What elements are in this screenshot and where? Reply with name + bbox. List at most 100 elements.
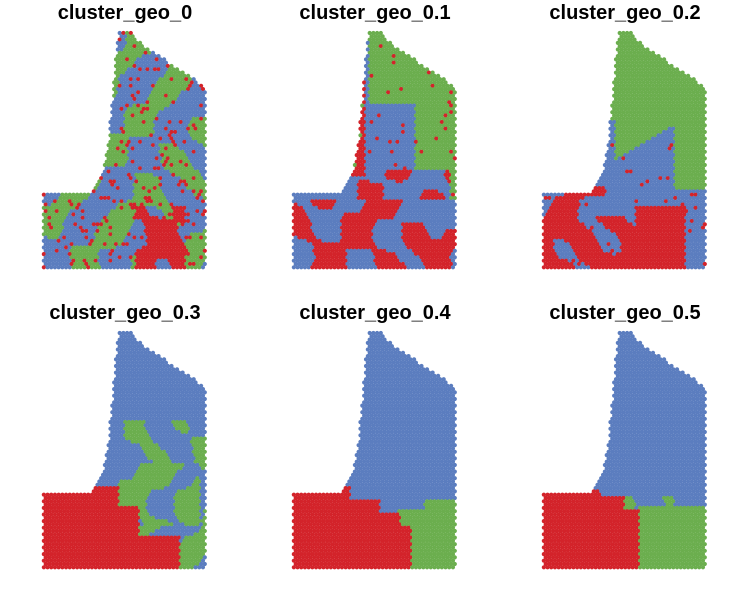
spot-blue (373, 120, 378, 125)
spot-blue (141, 153, 146, 158)
spot-blue (354, 205, 359, 210)
spot-blue (163, 186, 169, 191)
spot-red (378, 195, 383, 201)
spot-blue (345, 195, 350, 201)
spot-blue (400, 143, 406, 148)
spot-green (195, 248, 200, 253)
spot-blue (60, 238, 65, 243)
spot-blue (413, 199, 419, 204)
spot-red (130, 159, 135, 164)
spot-green (399, 93, 404, 98)
spot-blue (187, 90, 193, 95)
spot-green (441, 116, 446, 121)
spot-red (352, 228, 357, 234)
spot-blue (191, 195, 196, 201)
spot-red (360, 235, 365, 240)
spot-red (199, 235, 204, 240)
spot-blue (399, 212, 404, 217)
spot-red (49, 225, 54, 230)
spot-green (628, 57, 633, 62)
spot-red (402, 238, 407, 243)
spot-blue (150, 169, 156, 174)
spot-blue (386, 156, 391, 161)
spot-blue (308, 209, 313, 214)
spot-blue (397, 162, 402, 168)
spot-green (687, 103, 693, 108)
spot-green (695, 143, 700, 148)
spot-green (613, 123, 619, 128)
spot-green (410, 93, 415, 98)
spot-blue (149, 159, 154, 164)
spot-blue (136, 242, 141, 247)
spot-green (121, 136, 126, 141)
spot-green (626, 87, 632, 92)
spot-blue (667, 139, 672, 144)
spot-green (163, 100, 169, 105)
spot-green (197, 258, 202, 263)
spot-blue (125, 96, 130, 102)
spot-blue (437, 202, 443, 207)
spot-green (430, 77, 435, 82)
spot-blue (654, 156, 659, 161)
spot-green (426, 123, 431, 128)
spot-blue (654, 149, 659, 154)
spot-green (93, 265, 98, 270)
spot-green (56, 232, 61, 237)
spot-red (293, 209, 298, 214)
spot-blue (156, 60, 161, 65)
spot-blue (365, 133, 370, 138)
spot-green (673, 96, 678, 102)
spot-red (412, 228, 417, 234)
spot-red (449, 248, 454, 253)
spot-blue (293, 255, 298, 260)
spot-green (639, 90, 644, 95)
spot-green (434, 129, 439, 135)
spot-blue (128, 90, 133, 95)
spot-green (174, 93, 180, 98)
spot-green (93, 186, 98, 191)
spot-green (658, 90, 663, 95)
spot-red (158, 136, 163, 141)
spot-green (45, 205, 50, 210)
spot-blue (400, 242, 406, 247)
spot-blue (162, 261, 167, 267)
spot-blue (115, 252, 120, 257)
spot-blue (197, 153, 202, 158)
spot-red (378, 248, 383, 253)
spot-green (693, 80, 698, 85)
spot-green (428, 146, 433, 151)
spot-blue (43, 248, 48, 253)
spot-blue (393, 242, 398, 247)
spot-blue (156, 133, 161, 138)
spot-red (128, 255, 133, 260)
spot-green (154, 103, 159, 108)
spot-green (115, 232, 120, 237)
spot-blue (295, 258, 300, 263)
spot-green (437, 96, 443, 102)
spot-green (415, 63, 420, 69)
spot-blue (60, 265, 65, 270)
spot-green (376, 34, 382, 39)
spot-green (382, 96, 387, 102)
spot-green (430, 136, 435, 141)
spot-blue (145, 87, 150, 92)
spot-green (202, 235, 207, 240)
spot-green (430, 70, 435, 75)
spot-blue (654, 143, 659, 148)
spot-red (130, 93, 135, 98)
spot-green (636, 44, 641, 49)
spot-blue (104, 205, 109, 210)
spot-blue (167, 113, 172, 118)
spot-blue (643, 149, 648, 154)
spot-red (313, 199, 319, 204)
spot-green (400, 96, 406, 102)
spot-blue (128, 182, 133, 187)
spot-blue (99, 189, 104, 194)
spot-green (613, 110, 619, 115)
spot-red (391, 172, 396, 177)
spot-green (147, 103, 152, 108)
spot-blue (112, 126, 117, 131)
spot-green (137, 172, 143, 177)
spot-green (450, 159, 456, 164)
spot-blue (67, 245, 72, 250)
